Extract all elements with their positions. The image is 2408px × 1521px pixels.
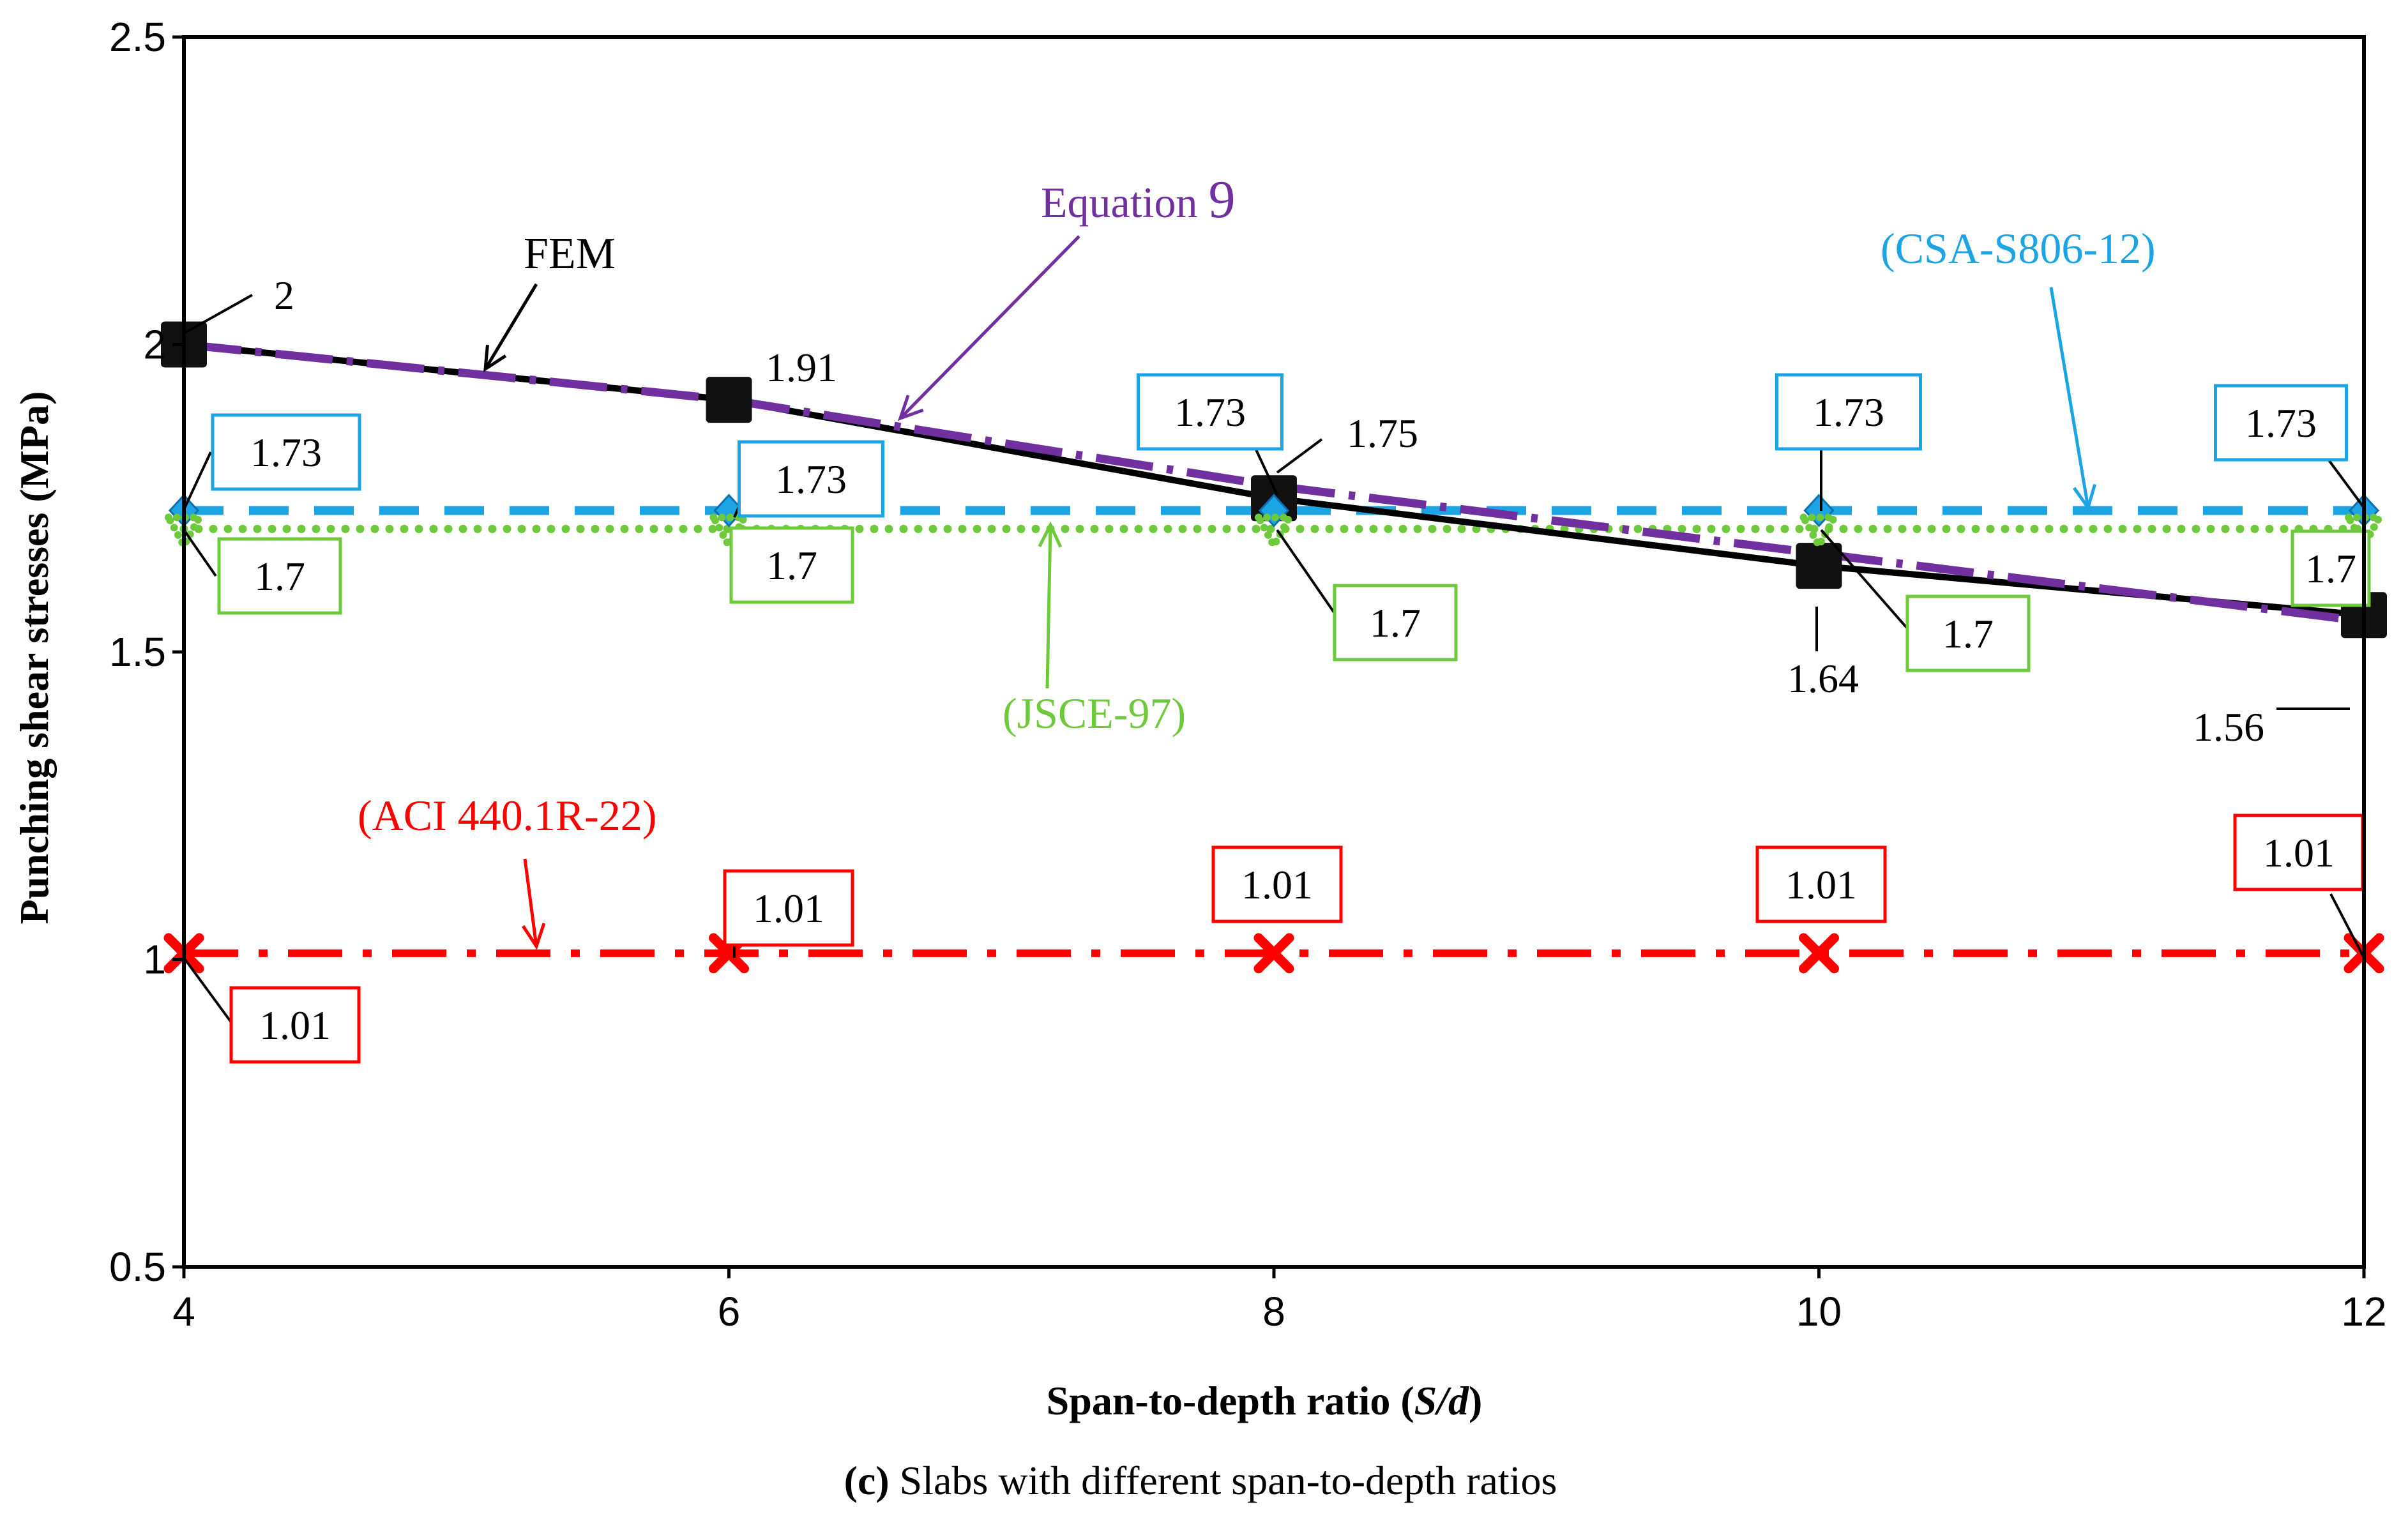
data-label: 1.56 bbox=[2193, 704, 2264, 750]
data-label: 1.01 bbox=[1241, 862, 1313, 907]
data-label: 1.7 bbox=[1370, 600, 1421, 646]
leader-line bbox=[183, 529, 217, 577]
data-label-box bbox=[211, 413, 361, 491]
y-axis-label: Punching shear stresses (MPa) bbox=[11, 391, 57, 925]
y-tick-label: 1.5 bbox=[109, 629, 166, 675]
data-label-box bbox=[738, 440, 884, 518]
y-tick-label: 0.5 bbox=[109, 1244, 166, 1290]
aci-marker bbox=[1799, 933, 1839, 974]
fem-arrow-shaft bbox=[483, 283, 538, 370]
data-label-box bbox=[1333, 584, 1458, 662]
data-label: 1.7 bbox=[766, 543, 817, 588]
fem-arrow-head bbox=[483, 344, 507, 372]
csa-arrow-head bbox=[2072, 483, 2097, 511]
aci-arrow-head bbox=[522, 923, 546, 950]
jsce-marker bbox=[1252, 513, 1296, 554]
jsce-arrow-shaft bbox=[1045, 524, 1052, 689]
x-axis-label-prefix: Span-to-depth ratio ( bbox=[1047, 1378, 1414, 1423]
data-label-box bbox=[1137, 373, 1284, 451]
leader-line bbox=[183, 451, 212, 510]
x-axis-label-suffix: ) bbox=[1469, 1378, 1482, 1423]
leader-line bbox=[2329, 893, 2365, 958]
leader-line bbox=[183, 957, 234, 1026]
leader-line bbox=[1276, 529, 1342, 624]
data-label: 1.73 bbox=[775, 457, 847, 502]
data-label: 1.91 bbox=[766, 345, 837, 390]
annotation-jsce: (JSCE-97) bbox=[1003, 689, 1186, 738]
annotation-fem: FEM bbox=[524, 229, 616, 278]
data-label: 1.73 bbox=[250, 430, 322, 475]
figure-caption-letter: (c) bbox=[844, 1458, 890, 1503]
data-label-box bbox=[1775, 373, 1922, 451]
data-label-box bbox=[217, 537, 342, 615]
fem-marker bbox=[706, 377, 752, 423]
data-label: 1.73 bbox=[1174, 390, 1246, 435]
data-label: 1.7 bbox=[1942, 611, 1994, 656]
annotation-equation: Equation 9 bbox=[1041, 170, 1236, 229]
data-label: 1.01 bbox=[1785, 862, 1857, 907]
x-tick-label: 12 bbox=[2341, 1289, 2386, 1335]
equation-arrow-shaft bbox=[899, 235, 1080, 420]
x-tick-label: 10 bbox=[1796, 1289, 1842, 1335]
y-tick-label: 2.5 bbox=[109, 14, 166, 60]
annotation-equation-number: 9 bbox=[1209, 170, 1236, 229]
leader-line bbox=[183, 294, 253, 335]
annotation-aci: (ACI 440.1R-22) bbox=[358, 791, 656, 840]
data-label-box bbox=[1905, 594, 2031, 672]
data-label-box bbox=[2291, 529, 2371, 607]
leader-line bbox=[1276, 438, 1323, 474]
data-label: 1.75 bbox=[1347, 411, 1418, 456]
annotation-equation-prefix: Equation bbox=[1041, 178, 1209, 227]
axes-layer: 0.5 1 1.5 2 2.5 4 6 8 10 12 bbox=[109, 14, 2387, 1335]
data-label-box bbox=[1755, 845, 1887, 923]
annotation-csa: (CSA-S806-12) bbox=[1881, 224, 2156, 273]
data-label: 1.01 bbox=[753, 886, 824, 931]
fem-marker bbox=[1796, 543, 1842, 589]
data-label-box bbox=[1211, 845, 1343, 923]
x-tick-label: 4 bbox=[172, 1289, 195, 1335]
data-label-box bbox=[2233, 813, 2365, 891]
data-label: 2 bbox=[274, 273, 294, 318]
data-label-box bbox=[2214, 384, 2348, 462]
leader-line bbox=[1820, 529, 1912, 633]
annotation-layer: FEM Equation 9 (CSA-S806-12) (JSCE-97) (ACI … bbox=[358, 170, 2156, 950]
data-label-layer: 2 1.91 1.75 1.64 1.56 1.73 1.73 1.73 1.73 1.73 1.7… bbox=[183, 273, 2371, 1064]
data-label-box bbox=[723, 869, 854, 947]
aci-arrow-shaft bbox=[523, 858, 538, 947]
data-label: 1.7 bbox=[254, 554, 305, 599]
x-tick-label: 8 bbox=[1262, 1289, 1285, 1335]
figure-caption-text: Slabs with different span-to-depth ratio… bbox=[890, 1458, 1557, 1503]
equation-arrow-head bbox=[897, 395, 924, 421]
data-label: 1.01 bbox=[2263, 830, 2335, 875]
csa-arrow-shaft bbox=[2049, 287, 2090, 508]
y-tick-label: 1 bbox=[143, 937, 166, 983]
data-label: 1.73 bbox=[2245, 400, 2317, 446]
aci-marker bbox=[1253, 933, 1294, 974]
figure-caption: (c) Slabs with different span-to-depth r… bbox=[844, 1458, 1557, 1503]
x-axis-label: Span-to-depth ratio (S/d) bbox=[1047, 1378, 1483, 1423]
x-axis-label-italic: S/d bbox=[1414, 1378, 1469, 1423]
leader-line bbox=[2326, 457, 2365, 509]
y-tick-label: 2 bbox=[143, 322, 166, 368]
data-label-box bbox=[729, 526, 854, 604]
x-tick-label: 6 bbox=[718, 1289, 741, 1335]
jsce-marker bbox=[1797, 513, 1841, 554]
data-label-box bbox=[229, 986, 361, 1064]
data-label: 1.01 bbox=[259, 1003, 331, 1048]
leader-line bbox=[1253, 446, 1278, 496]
data-label: 1.7 bbox=[2305, 546, 2356, 591]
data-label: 1.73 bbox=[1813, 390, 1884, 435]
jsce-arrow-head bbox=[1038, 521, 1063, 548]
data-label: 1.64 bbox=[1787, 656, 1859, 701]
